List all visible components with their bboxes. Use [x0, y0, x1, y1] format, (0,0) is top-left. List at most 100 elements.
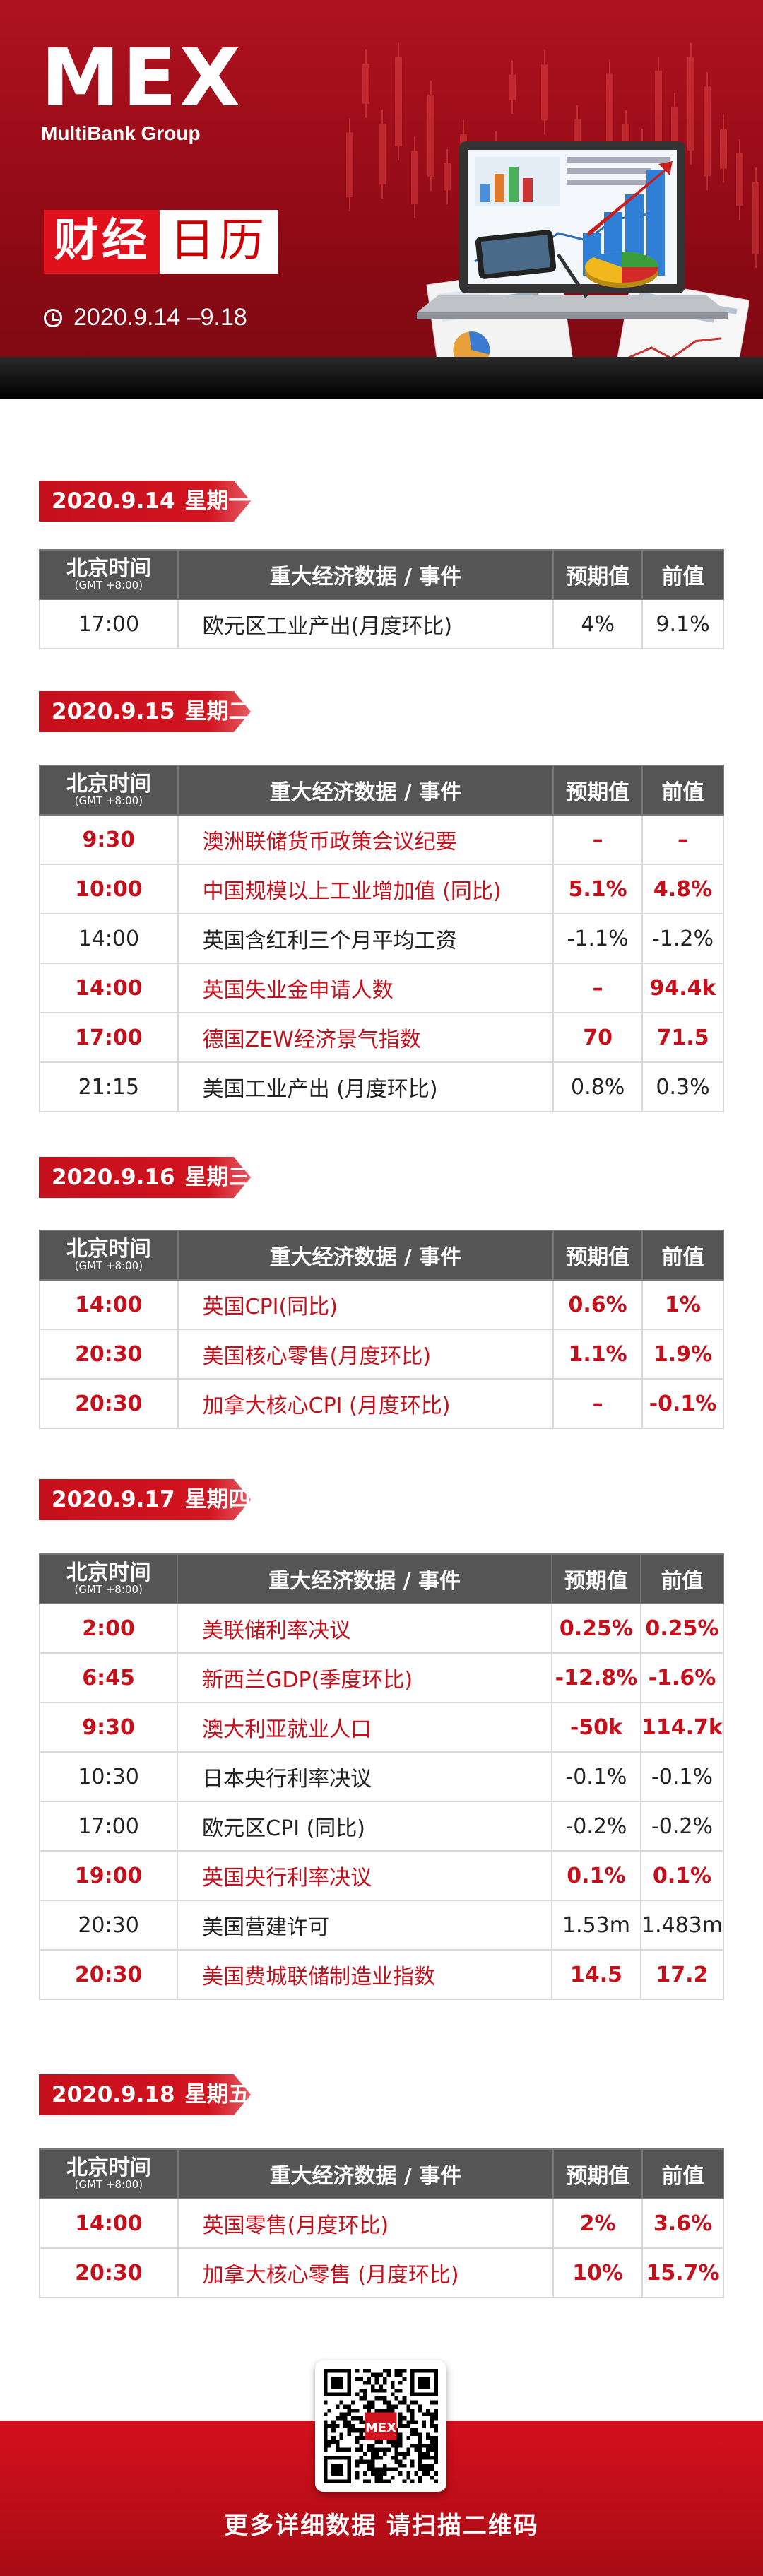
date-tag-weekday: 星期一: [184, 488, 251, 514]
cell-previous: 0.1%: [639, 1850, 725, 1901]
cell-expected: 0.25%: [550, 1603, 641, 1654]
date-tag-date: 2020.9.15: [52, 699, 175, 724]
cell-time: 20:30: [39, 1329, 179, 1380]
table-row: 9:30 澳洲联储货币政策会议纪要 – –: [39, 814, 724, 865]
cell-expected: -50k: [550, 1702, 641, 1753]
header-gmt-label: (GMT +8:00): [74, 794, 143, 807]
cell-expected: 10%: [552, 2247, 644, 2298]
cell-time: 17:00: [39, 1012, 179, 1063]
table-row: 6:45 新西兰GDP(季度环比) -12.8% -1.6%: [38, 1652, 725, 1703]
date-tag: 2020.9.15 星期二: [39, 691, 251, 732]
header-previous: 前值: [641, 765, 724, 816]
cell-previous: 71.5: [641, 1012, 724, 1063]
header-gmt-label: (GMT +8:00): [74, 578, 143, 592]
cell-time: 21:15: [39, 1061, 179, 1112]
cell-time: 9:30: [38, 1702, 179, 1753]
cell-time: 20:30: [39, 1378, 179, 1429]
cell-event: 德国ZEW经济景气指数: [177, 1012, 555, 1063]
table-header-row: 北京时间 (GMT +8:00) 重大经济数据 / 事件 预期值 前值: [39, 765, 724, 816]
cell-expected: –: [552, 814, 644, 865]
cell-expected: 0.6%: [552, 1279, 644, 1330]
header-event: 重大经济数据 / 事件: [177, 1230, 555, 1281]
header-previous: 前值: [641, 1230, 724, 1281]
footer-text: 更多详细数据 请扫描二维码: [224, 2512, 539, 2540]
date-tag-date: 2020.9.17: [52, 1487, 175, 1512]
header-event: 重大经济数据 / 事件: [177, 1553, 552, 1604]
cell-time: 14:00: [39, 2198, 179, 2249]
header-gmt-label: (GMT +8:00): [74, 1582, 143, 1596]
header-expected: 预期值: [552, 549, 644, 600]
table-header-row: 北京时间 (GMT +8:00) 重大经济数据 / 事件 预期值 前值: [39, 1230, 724, 1281]
cell-time: 9:30: [39, 814, 179, 865]
cell-event: 美国工业产出 (月度环比): [177, 1061, 555, 1112]
header-time: 北京时间 (GMT +8:00): [38, 1553, 179, 1604]
cell-event: 美国营建许可: [177, 1900, 552, 1951]
cell-previous: 1.9%: [641, 1329, 724, 1380]
table-header-row: 北京时间 (GMT +8:00) 重大经济数据 / 事件 预期值 前值: [39, 2148, 724, 2199]
header-expected: 预期值: [552, 2148, 644, 2199]
cell-expected: 70: [552, 1012, 644, 1063]
page-title-part1: 财经: [44, 210, 160, 274]
table-row: 21:15 美国工业产出 (月度环比) 0.8% 0.3%: [39, 1061, 724, 1112]
header-time-label: 北京时间: [66, 772, 151, 797]
cell-previous: -1.2%: [641, 913, 724, 964]
cell-expected: 5.1%: [552, 864, 644, 914]
cell-time: 6:45: [38, 1652, 179, 1703]
cell-time: 20:30: [38, 1949, 179, 2000]
table-header-row: 北京时间 (GMT +8:00) 重大经济数据 / 事件 预期值 前值: [38, 1553, 725, 1604]
logo-subtitle: MultiBank Group: [41, 122, 201, 144]
cell-time: 20:30: [39, 2247, 179, 2298]
cell-expected: 1.1%: [552, 1329, 644, 1380]
brand-logo: MEX MultiBank Group: [41, 39, 240, 145]
date-tag: 2020.9.17 星期四: [39, 1479, 251, 1520]
cell-previous: 1.483m: [639, 1900, 725, 1951]
cell-previous: 94.4k: [641, 963, 724, 1013]
header-time-label: 北京时间: [66, 556, 151, 582]
cell-event: 澳大利亚就业人口: [177, 1702, 552, 1753]
table-row: 10:30 日本央行利率决议 -0.1% -0.1%: [38, 1751, 725, 1802]
calendar-table: 北京时间 (GMT +8:00) 重大经济数据 / 事件 预期值 前值 2:00 美联储利率…: [38, 1553, 725, 2000]
cell-time: 10:00: [39, 864, 179, 914]
cell-time: 2:00: [38, 1603, 179, 1654]
cell-previous: 0.25%: [639, 1603, 725, 1654]
table-row: 19:00 英国央行利率决议 0.1% 0.1%: [38, 1850, 725, 1901]
table-row: 20:30 美国核心零售(月度环比) 1.1% 1.9%: [39, 1329, 724, 1380]
qr-code[interactable]: MEX: [315, 2360, 446, 2492]
cell-event: 加拿大核心CPI (月度环比): [177, 1378, 555, 1429]
cell-previous: -0.1%: [639, 1751, 725, 1802]
header-time: 北京时间 (GMT +8:00): [39, 765, 179, 816]
calendar-table: 北京时间 (GMT +8:00) 重大经济数据 / 事件 预期值 前值 9:30 澳洲联储货…: [39, 765, 724, 1112]
table-row: 17:00 德国ZEW经济景气指数 70 71.5: [39, 1012, 724, 1063]
cell-event: 日本央行利率决议: [177, 1751, 552, 1802]
header-previous: 前值: [641, 2148, 724, 2199]
table-row: 14:00 英国含红利三个月平均工资 -1.1% -1.2%: [39, 913, 724, 964]
table-row: 9:30 澳大利亚就业人口 -50k 114.7k: [38, 1702, 725, 1753]
cell-time: 17:00: [39, 599, 179, 649]
header-time: 北京时间 (GMT +8:00): [39, 549, 179, 600]
cell-previous: 0.3%: [641, 1061, 724, 1112]
date-range-text: 2020.9.14 –9.18: [73, 304, 247, 331]
header-previous: 前值: [641, 549, 724, 600]
header-event: 重大经济数据 / 事件: [177, 2148, 555, 2199]
cell-time: 14:00: [39, 1279, 179, 1330]
header-previous: 前值: [639, 1553, 725, 1604]
cell-expected: 1.53m: [550, 1900, 641, 1951]
cell-time: 17:00: [38, 1801, 179, 1852]
clock-icon: [44, 308, 62, 327]
header-banner: MEX MultiBank Group 财经 日历 2020.9.14 –9.1…: [0, 0, 763, 399]
cell-time: 14:00: [39, 913, 179, 964]
cell-event: 欧元区CPI (同比): [177, 1801, 552, 1852]
header-time: 北京时间 (GMT +8:00): [39, 1230, 179, 1281]
cell-event: 美国费城联储制造业指数: [177, 1949, 552, 2000]
cell-time: 20:30: [38, 1900, 179, 1951]
table-row: 17:00 欧元区工业产出(月度环比) 4% 9.1%: [39, 599, 724, 649]
cell-previous: 17.2: [639, 1949, 725, 2000]
header-time: 北京时间 (GMT +8:00): [39, 2148, 179, 2199]
date-tag-weekday: 星期二: [184, 699, 251, 724]
page-title-part2: 日历: [160, 210, 278, 274]
cell-previous: -0.1%: [641, 1378, 724, 1429]
date-tag-date: 2020.9.14: [52, 488, 175, 514]
cell-event: 新西兰GDP(季度环比): [177, 1652, 552, 1703]
cell-event: 美联储利率决议: [177, 1603, 552, 1654]
cell-expected: 0.8%: [552, 1061, 644, 1112]
